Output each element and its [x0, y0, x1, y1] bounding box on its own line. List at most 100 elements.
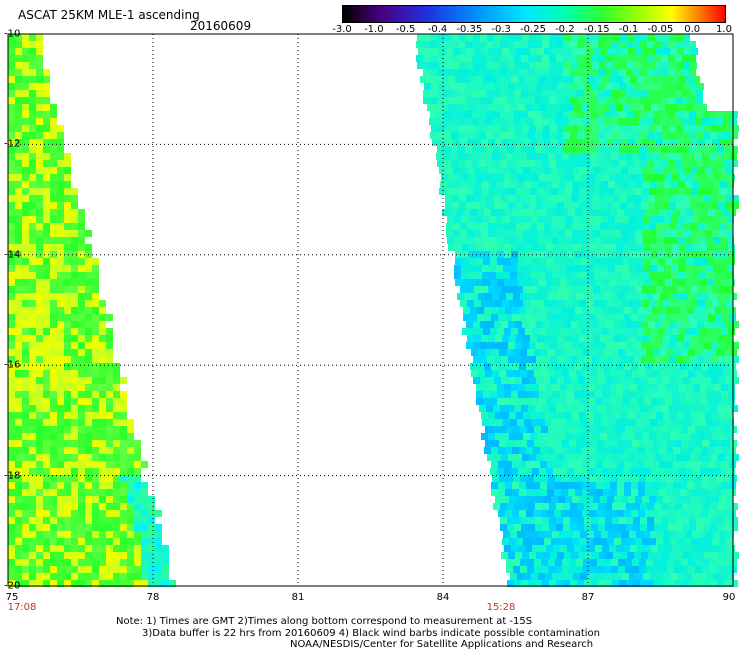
swath-pixel [22, 461, 29, 468]
swath-pixel [540, 209, 547, 216]
swath-pixel [99, 510, 106, 517]
swath-pixel [671, 272, 678, 279]
swath-pixel [675, 132, 682, 139]
swath-pixel [92, 405, 99, 412]
swath-pixel [665, 391, 672, 398]
swath-pixel [521, 97, 528, 104]
swath-pixel [71, 356, 78, 363]
swath-pixel [553, 545, 560, 552]
swath-pixel [543, 62, 550, 69]
swath-pixel [663, 223, 670, 230]
swath-pixel [92, 391, 99, 398]
swath-pixel [554, 510, 561, 517]
swath-pixel [29, 76, 36, 83]
swath-pixel [600, 300, 607, 307]
swath-pixel [85, 370, 92, 377]
swath-pixel [57, 132, 64, 139]
swath-pixel [444, 69, 451, 76]
swath-pixel [15, 503, 22, 510]
swath-pixel [623, 104, 630, 111]
swath-pixel [22, 314, 29, 321]
swath-pixel [672, 258, 679, 265]
swath-pixel [709, 426, 716, 433]
swath-pixel [562, 559, 569, 566]
swath-pixel [553, 258, 560, 265]
swath-pixel [709, 118, 716, 125]
swath-pixel [578, 195, 585, 202]
swath-pixel [29, 279, 36, 286]
swath-pixel [517, 573, 524, 580]
swath-pixel [677, 496, 684, 503]
swath-pixel [718, 195, 725, 202]
swath-pixel [548, 559, 555, 566]
swath-pixel [455, 258, 462, 265]
swath-pixel [698, 538, 705, 545]
swath-pixel [594, 573, 601, 580]
swath-pixel [22, 174, 29, 181]
swath-pixel [493, 503, 500, 510]
swath-pixel [57, 433, 64, 440]
swath-pixel [543, 195, 550, 202]
swath-pixel [653, 559, 660, 566]
swath-pixel [641, 195, 648, 202]
swath-pixel [618, 559, 625, 566]
swath-pixel [607, 538, 614, 545]
swath-pixel [509, 335, 516, 342]
swath-pixel [637, 279, 644, 286]
swath-pixel [92, 468, 99, 475]
swath-pixel [113, 496, 120, 503]
swath-pixel [634, 62, 641, 69]
swath-pixel [716, 293, 723, 300]
swath-pixel [574, 391, 581, 398]
swath-pixel [593, 48, 600, 55]
swath-pixel [36, 433, 43, 440]
swath-pixel [731, 580, 738, 587]
swath-pixel [619, 41, 626, 48]
swath-pixel [690, 195, 697, 202]
swath-pixel [15, 398, 22, 405]
swath-pixel [647, 405, 654, 412]
swath-pixel [522, 34, 529, 41]
swath-pixel [708, 447, 715, 454]
swath-pixel [623, 398, 630, 405]
swath-pixel [535, 90, 542, 97]
swath-pixel [665, 76, 672, 83]
swath-pixel [85, 272, 92, 279]
swath-pixel [543, 34, 550, 41]
swath-pixel [29, 188, 36, 195]
swath-pixel [696, 90, 703, 97]
swath-pixel [637, 328, 644, 335]
swath-pixel [690, 342, 697, 349]
swath-pixel [487, 62, 494, 69]
swath-pixel [529, 454, 536, 461]
swath-pixel [113, 468, 120, 475]
swath-pixel [22, 286, 29, 293]
swath-pixel [574, 258, 581, 265]
swath-pixel [556, 69, 563, 76]
swath-pixel [627, 125, 634, 132]
swath-pixel [561, 489, 568, 496]
swath-pixel [36, 132, 43, 139]
swath-pixel [8, 503, 15, 510]
swath-pixel [538, 272, 545, 279]
swath-pixel [22, 440, 29, 447]
swath-pixel [493, 97, 500, 104]
swath-pixel [682, 517, 689, 524]
swath-pixel [468, 181, 475, 188]
swath-pixel [595, 258, 602, 265]
swath-pixel [586, 538, 593, 545]
swath-pixel [106, 580, 113, 587]
swath-pixel [603, 307, 610, 314]
swath-pixel [472, 90, 479, 97]
swath-pixel [687, 209, 694, 216]
swath-pixel [651, 76, 658, 83]
swath-pixel [584, 90, 591, 97]
swath-pixel [549, 580, 556, 587]
swath-pixel [672, 328, 679, 335]
swath-pixel [43, 356, 50, 363]
swath-pixel [64, 363, 71, 370]
swath-pixel [533, 447, 540, 454]
swath-pixel [538, 531, 545, 538]
swath-pixel [563, 41, 570, 48]
